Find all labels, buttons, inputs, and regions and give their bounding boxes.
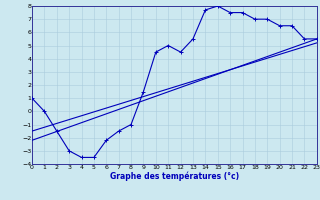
- X-axis label: Graphe des températures (°c): Graphe des températures (°c): [110, 171, 239, 181]
